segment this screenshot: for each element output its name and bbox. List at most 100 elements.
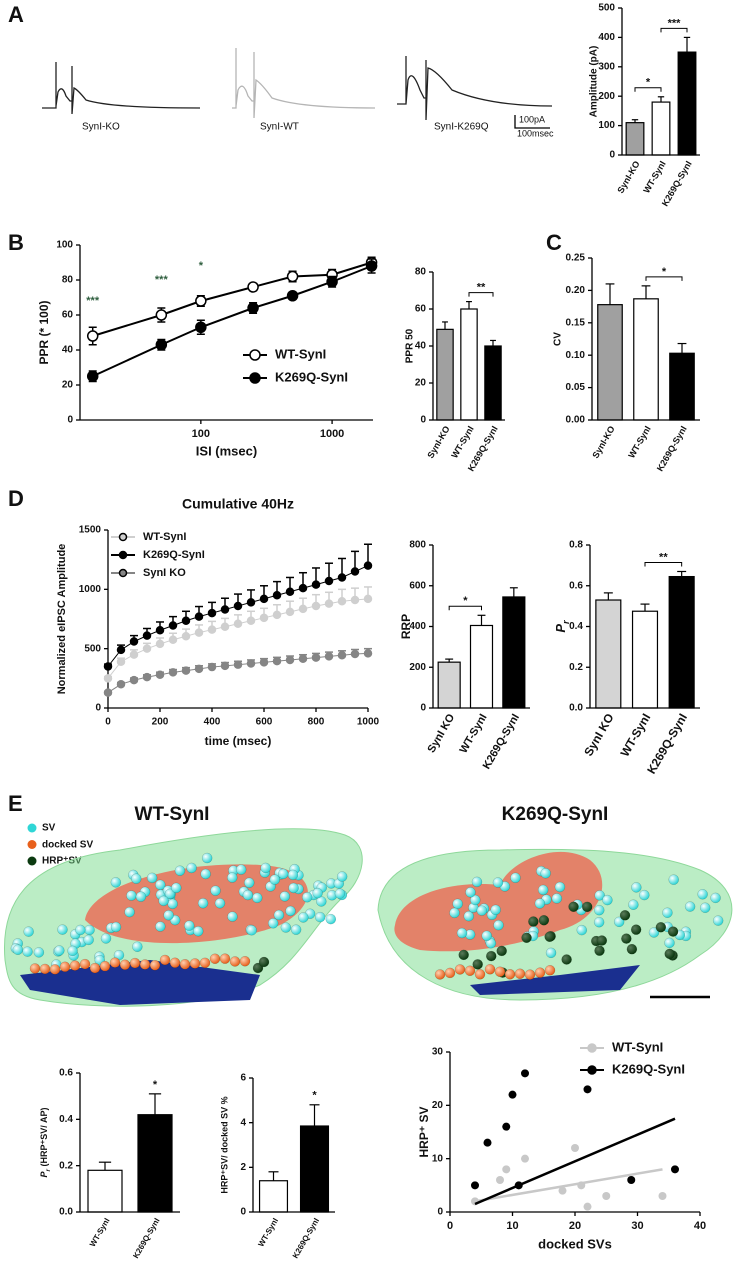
point [583,1085,592,1094]
marker [324,599,334,608]
marker [286,270,299,283]
y-tick-label: 0 [609,150,615,161]
vesicle [528,916,539,927]
marker [272,610,282,620]
vesicle [554,881,566,893]
vesicle [100,933,112,944]
y-tick-label: 0.2 [569,662,583,673]
point [471,1181,479,1190]
y-tick-label: 10 [432,1153,444,1164]
vesicle [89,962,101,974]
marker [233,619,243,628]
vesicle [454,964,466,975]
y-axis-label: RRP [399,614,413,639]
y-tick-label: 20 [432,1100,444,1111]
reconstruction-title: WT-SynI [135,804,210,825]
vesicle [568,901,579,912]
vesicle [684,901,696,912]
vesicle [492,877,504,888]
vesicle [119,959,131,970]
point [502,1165,511,1174]
marker [129,675,139,685]
vesicle [279,891,291,902]
vesicle [124,906,135,918]
marker [142,644,152,653]
vesicle [251,892,263,904]
annotation: * [199,260,204,272]
significance-label: ** [659,551,668,563]
significance-bracket [645,276,683,281]
x-tick-label: 600 [256,717,273,728]
point [571,1144,579,1152]
marker [246,659,256,668]
y-tick-label: 80 [62,275,74,286]
bar [631,610,659,709]
bar [484,345,502,421]
y-tick-label: 800 [409,540,426,551]
x-tick-label: WT-SynI [256,1217,280,1249]
vesicle [290,924,302,935]
y-tick-label: 0.6 [569,580,583,591]
marker [116,680,126,689]
y-tick-label: 2 [240,1162,246,1173]
y-tick-label: 30 [432,1047,444,1058]
significance-bracket [468,292,494,297]
legend-swatch [27,840,37,849]
vesicle [269,874,281,885]
vesicle [287,869,299,881]
y-tick-label: 20 [415,378,427,389]
vesicle [12,944,24,955]
bar [669,352,695,421]
y-tick-label: 40 [62,345,74,356]
significance-label: *** [668,17,682,29]
marker [247,302,259,314]
scale-label: 100pA [519,114,545,124]
vesicle [155,921,166,932]
x-tick-label: K269Q-SynI [131,1217,161,1260]
y-tick-label: 100 [56,240,73,251]
bar [87,1169,123,1213]
vesicle [84,924,95,936]
y-tick-label: 400 [598,32,615,43]
legend-label: K269Q-SynI [275,369,348,384]
vesicle [613,916,625,928]
legend-label: SV [42,823,56,834]
y-axis-label: Pr (HRP⁺SV/ AP) [39,1108,52,1178]
vesicle [158,895,169,907]
vesicle [449,907,460,919]
y-tick-label: 300 [598,61,615,72]
vesicle [662,907,673,918]
point [583,1202,592,1211]
marker [350,595,360,605]
bar [668,575,695,709]
vesicle [67,945,78,957]
vesicle [109,957,121,968]
vesicle [258,956,270,968]
y-axis-label: PPR (* 100) [37,300,51,364]
marker [86,370,99,382]
vesicle [434,969,446,980]
vesicle [544,965,556,976]
point [658,1192,667,1200]
x-tick-label: K269Q-SynI [291,1217,321,1260]
marker [285,655,295,665]
vesicle [540,868,551,879]
vesicle [602,894,613,906]
vesicle [59,961,71,973]
vesicle [630,924,642,935]
marker [155,339,168,351]
vesicle [285,905,296,917]
vesicle [621,933,632,944]
x-tick-label: 10 [506,1220,518,1232]
vesicle [183,920,195,931]
significance-label: * [312,1090,317,1102]
legend-marker [118,550,128,560]
y-tick-label: 0 [437,1207,443,1218]
vesicle [581,901,593,913]
vesicle [110,921,122,933]
vesicle [444,967,456,979]
vesicle [239,955,251,967]
y-tick-label: 200 [409,662,426,673]
marker [129,637,139,646]
vesicle [246,925,257,936]
